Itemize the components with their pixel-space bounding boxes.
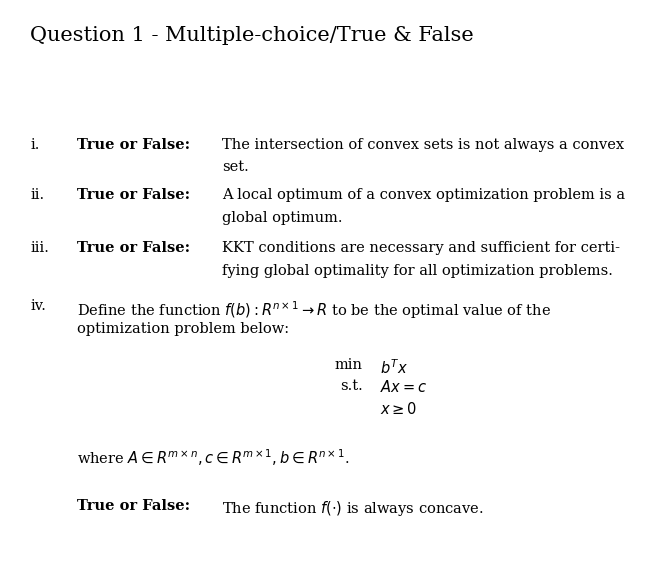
Text: KKT conditions are necessary and sufficient for certi-: KKT conditions are necessary and suffici… [222, 241, 620, 254]
Text: True or False:: True or False: [77, 499, 190, 512]
Text: $Ax = c$: $Ax = c$ [380, 379, 427, 395]
Text: i.: i. [30, 138, 40, 151]
Text: True or False:: True or False: [77, 188, 190, 202]
Text: where $A \in R^{m\times n}, c \in R^{m\times 1}, b \in R^{n\times 1}$.: where $A \in R^{m\times n}, c \in R^{m\t… [77, 447, 350, 468]
Text: fying global optimality for all optimization problems.: fying global optimality for all optimiza… [222, 264, 613, 277]
Text: iii.: iii. [30, 241, 49, 254]
Text: global optimum.: global optimum. [222, 211, 342, 225]
Text: iv.: iv. [30, 299, 46, 313]
Text: True or False:: True or False: [77, 138, 190, 151]
Text: Question 1 - Multiple-choice/True & False: Question 1 - Multiple-choice/True & Fals… [30, 26, 474, 45]
Text: min: min [335, 358, 363, 372]
Text: set.: set. [222, 160, 249, 174]
Text: True or False:: True or False: [77, 241, 190, 254]
Text: s.t.: s.t. [340, 379, 363, 393]
Text: Define the function $f(b) : R^{n\times 1} \rightarrow R$ to be the optimal value: Define the function $f(b) : R^{n\times 1… [77, 299, 551, 321]
Text: The intersection of convex sets is not always a convex: The intersection of convex sets is not a… [222, 138, 624, 151]
Text: The function $f(\cdot)$ is always concave.: The function $f(\cdot)$ is always concav… [222, 499, 483, 517]
Text: optimization problem below:: optimization problem below: [77, 322, 290, 336]
Text: $b^T x$: $b^T x$ [380, 358, 408, 377]
Text: ii.: ii. [30, 188, 44, 202]
Text: A local optimum of a convex optimization problem is a: A local optimum of a convex optimization… [222, 188, 625, 202]
Text: $x \geq 0$: $x \geq 0$ [380, 401, 417, 417]
